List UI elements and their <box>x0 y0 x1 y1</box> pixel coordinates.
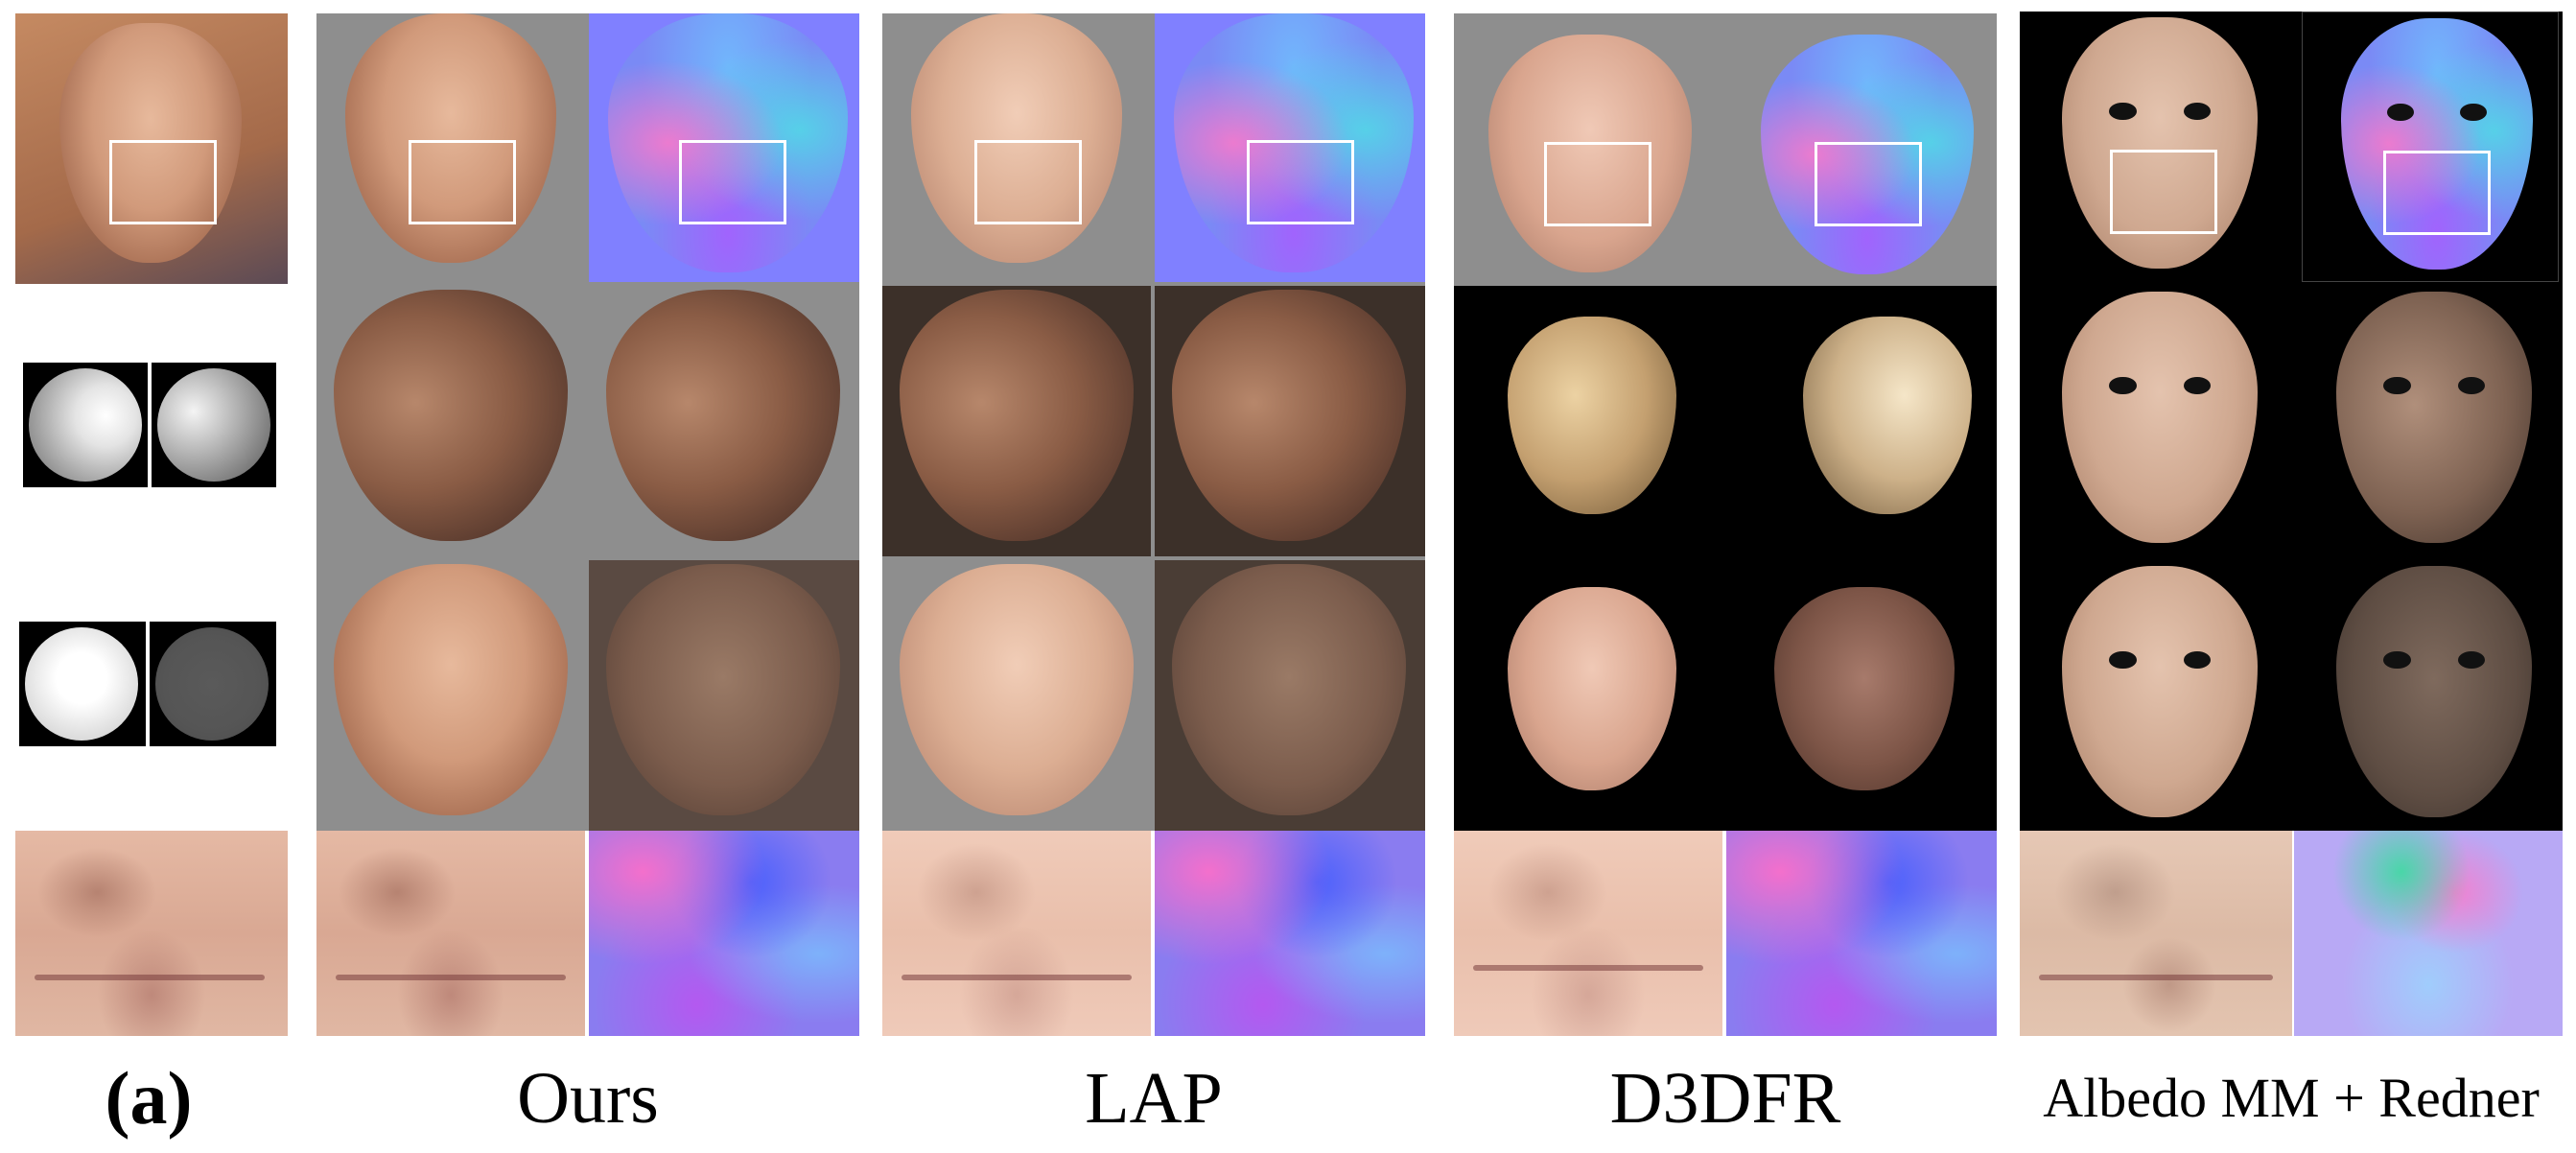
ours-relit-face <box>334 290 568 541</box>
ours-crop-box <box>409 140 516 224</box>
lap-relit-2b <box>1155 560 1425 831</box>
method-label-lap: LAP <box>882 1055 1425 1141</box>
d3dfr-relit-face <box>1508 587 1676 790</box>
mouth-line <box>336 975 566 980</box>
ours-relit-face <box>606 290 840 541</box>
lighting-pair-1 <box>23 363 276 487</box>
ours-relit-1b <box>589 286 859 556</box>
lap-relit-1b <box>1155 286 1425 556</box>
mouth-line <box>902 975 1132 980</box>
ours-normal <box>589 13 859 282</box>
lighting-sphere-icon <box>155 627 269 741</box>
panel-label: (a) <box>38 1055 259 1141</box>
d3dfr-relit-face <box>1803 317 1972 514</box>
lap-relit-face <box>900 564 1134 815</box>
method-label-d3dfr: D3DFR <box>1454 1055 1997 1141</box>
ours-relit-2b <box>589 560 859 831</box>
albedomm-relit-face <box>2062 292 2258 543</box>
albedomm-crop-albedo <box>2020 831 2292 1036</box>
ours-albedo-face <box>345 13 556 263</box>
d3dfr-crop-normal <box>1726 831 1997 1036</box>
d3dfr-crop-albedo <box>1454 831 1722 1036</box>
albedomm-relit-face <box>2062 566 2258 817</box>
mouth-line <box>1473 965 1703 971</box>
d3dfr-relit-face <box>1774 587 1955 790</box>
method-label-albedomm: Albedo MM + Redner <box>2020 1055 2563 1141</box>
method-label-ours: Ours <box>316 1055 859 1141</box>
ours-albedo <box>316 13 585 282</box>
lap-relit-face <box>900 290 1134 541</box>
input-crop <box>15 831 288 1036</box>
albedomm-panel <box>2020 12 2563 831</box>
albedomm-relit-face <box>2336 566 2532 817</box>
lap-albedo-face <box>911 13 1122 263</box>
ours-normal-crop-box <box>679 140 786 224</box>
d3dfr-crop-box <box>1544 142 1651 226</box>
ours-panel <box>316 13 859 831</box>
albedomm-relit-face <box>2336 292 2532 543</box>
mouth-line <box>2039 975 2273 980</box>
ours-relit-face <box>606 564 840 815</box>
input-photo <box>15 13 288 284</box>
lap-relit-1a <box>882 286 1151 556</box>
d3dfr-relit-face <box>1508 317 1676 514</box>
lap-crop-normal <box>1155 831 1425 1036</box>
albedomm-normal <box>2302 12 2559 282</box>
lap-normal <box>1155 13 1425 282</box>
lap-albedo <box>882 13 1151 282</box>
ours-crop-normal <box>589 831 859 1036</box>
albedomm-crop-normal <box>2294 831 2563 1036</box>
sphere-divider <box>146 622 150 746</box>
lighting-pair-2 <box>19 622 276 746</box>
lap-relit-2a <box>882 560 1151 831</box>
lap-crop-albedo <box>882 831 1151 1036</box>
d3dfr-normal-crop-box <box>1815 142 1922 226</box>
lap-panel <box>882 13 1425 831</box>
input-crop-box <box>109 140 217 224</box>
lighting-sphere-icon <box>29 368 142 482</box>
d3dfr-panel <box>1454 13 1997 831</box>
ours-relit-1a <box>316 286 585 556</box>
lap-normal-crop-box <box>1247 140 1354 224</box>
sphere-divider <box>148 363 152 487</box>
lap-relit-face <box>1172 564 1406 815</box>
mouth-line <box>35 975 265 980</box>
lighting-sphere-icon <box>25 627 138 741</box>
ours-relit-face <box>334 564 568 815</box>
albedomm-crop-box <box>2110 150 2217 234</box>
lighting-sphere-icon <box>157 368 270 482</box>
lap-crop-box <box>974 140 1082 224</box>
albedomm-normal-crop-box <box>2383 151 2491 235</box>
ours-relit-2a <box>316 560 585 831</box>
ours-crop-albedo <box>316 831 585 1036</box>
lap-relit-face <box>1172 290 1406 541</box>
